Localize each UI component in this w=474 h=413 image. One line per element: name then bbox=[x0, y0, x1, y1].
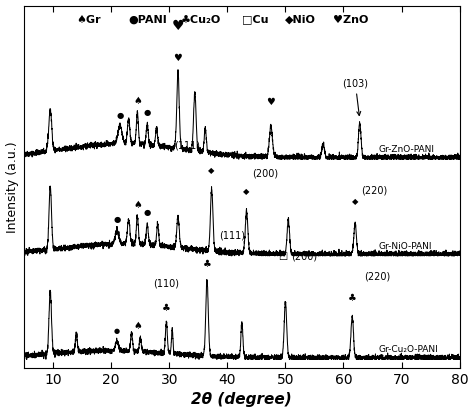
Text: ♠Gr: ♠Gr bbox=[76, 14, 101, 25]
Text: ●: ● bbox=[116, 111, 124, 120]
Text: (110): (110) bbox=[154, 279, 179, 289]
Text: Gr-NiO-PANI: Gr-NiO-PANI bbox=[378, 242, 432, 251]
Text: ◆NiO: ◆NiO bbox=[285, 14, 316, 25]
Text: ♥: ♥ bbox=[172, 19, 184, 33]
Text: ♣: ♣ bbox=[348, 293, 356, 303]
Text: ◆: ◆ bbox=[209, 166, 215, 176]
Y-axis label: Intensity (a.u.): Intensity (a.u.) bbox=[6, 141, 18, 233]
Text: (200): (200) bbox=[291, 251, 318, 261]
Text: ◆: ◆ bbox=[352, 197, 358, 206]
Text: Gr-ZnO-PANI: Gr-ZnO-PANI bbox=[378, 145, 434, 154]
Text: ♥: ♥ bbox=[266, 97, 275, 107]
Text: Gr-Cu₂O-PANI: Gr-Cu₂O-PANI bbox=[378, 345, 438, 354]
Text: ♥: ♥ bbox=[173, 52, 182, 62]
Text: (220): (220) bbox=[361, 185, 387, 195]
Text: (111): (111) bbox=[174, 140, 200, 151]
Text: (111): (111) bbox=[219, 230, 245, 240]
Text: ♣Cu₂O: ♣Cu₂O bbox=[181, 14, 221, 25]
Text: ◆: ◆ bbox=[243, 187, 250, 196]
Text: ●: ● bbox=[144, 208, 151, 217]
Text: ♣: ♣ bbox=[162, 304, 171, 313]
Text: ♠: ♠ bbox=[133, 96, 142, 107]
Text: ♠: ♠ bbox=[133, 200, 142, 210]
Text: ♠: ♠ bbox=[133, 321, 142, 331]
Text: □Cu: □Cu bbox=[242, 14, 268, 25]
Text: (200): (200) bbox=[252, 168, 278, 178]
Text: (220): (220) bbox=[364, 272, 390, 282]
Text: ●: ● bbox=[113, 215, 121, 224]
X-axis label: 2θ (degree): 2θ (degree) bbox=[191, 392, 292, 408]
Text: ●: ● bbox=[114, 328, 120, 334]
Text: (103): (103) bbox=[342, 78, 368, 116]
Text: ●PANI: ●PANI bbox=[128, 14, 167, 25]
Text: ♥ZnO: ♥ZnO bbox=[333, 14, 369, 25]
Text: ●: ● bbox=[144, 108, 151, 117]
Text: □: □ bbox=[278, 251, 287, 261]
Text: ♣: ♣ bbox=[203, 259, 211, 268]
